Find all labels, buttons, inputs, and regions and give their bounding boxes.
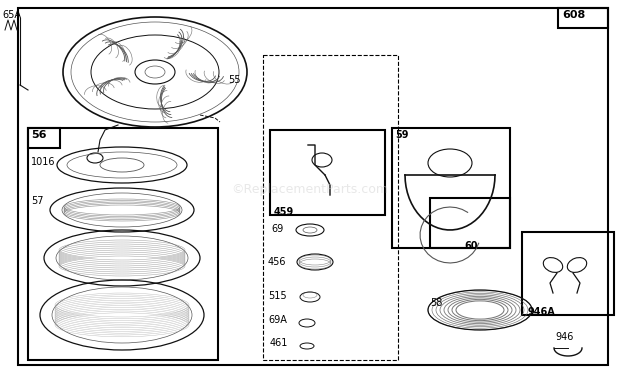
Text: 65A: 65A: [2, 10, 21, 20]
Text: 55: 55: [228, 75, 241, 85]
Text: 946A: 946A: [527, 307, 555, 317]
Text: 461: 461: [270, 338, 288, 348]
Text: 69: 69: [271, 224, 283, 234]
Text: 515: 515: [268, 291, 286, 301]
Bar: [263, 55, 398, 360]
Text: 608: 608: [562, 10, 585, 20]
Text: 59: 59: [395, 130, 409, 140]
Bar: [558, 8, 608, 28]
Bar: [28, 128, 60, 148]
Bar: [522, 232, 614, 315]
Text: 57: 57: [31, 196, 43, 206]
Text: 456: 456: [268, 257, 286, 267]
Text: 58: 58: [430, 298, 443, 308]
Bar: [28, 128, 218, 360]
Text: 60: 60: [464, 241, 477, 251]
Bar: [392, 128, 510, 248]
Text: 459: 459: [274, 207, 294, 217]
Text: 946: 946: [555, 332, 574, 342]
Bar: [430, 198, 510, 248]
Text: 56: 56: [31, 130, 46, 140]
Text: 1016: 1016: [31, 157, 56, 167]
Text: 69A: 69A: [268, 315, 287, 325]
Text: ©ReplacementParts.com: ©ReplacementParts.com: [231, 183, 389, 196]
Bar: [270, 130, 385, 215]
